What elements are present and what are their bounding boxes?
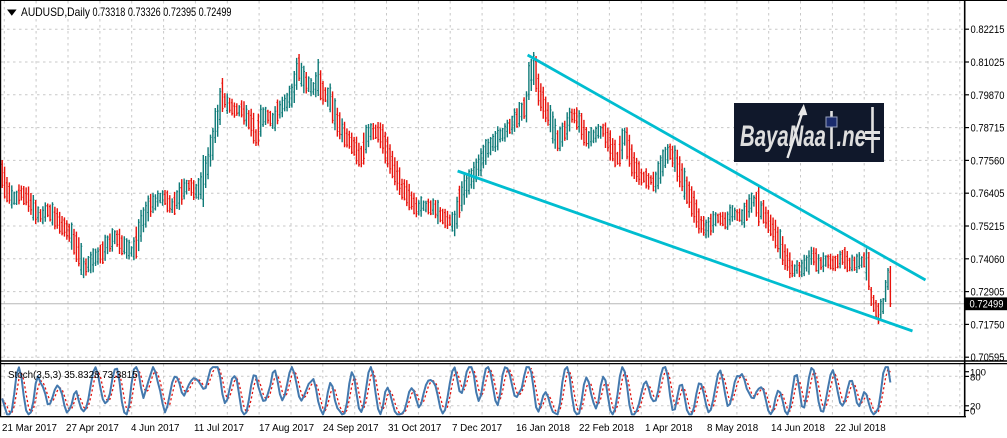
- svg-text:22 Jul 2018: 22 Jul 2018: [835, 423, 886, 434]
- svg-text:0: 0: [970, 406, 975, 417]
- svg-text:31 Oct 2017: 31 Oct 2017: [388, 423, 441, 434]
- svg-text:14 Jun 2018: 14 Jun 2018: [771, 423, 825, 434]
- svg-text:1 Apr 2018: 1 Apr 2018: [645, 423, 693, 434]
- svg-text:80: 80: [970, 373, 981, 384]
- svg-text:0.75215: 0.75215: [971, 221, 1005, 233]
- svg-text:0.71750: 0.71750: [971, 319, 1005, 331]
- svg-text:0.78715: 0.78715: [971, 123, 1005, 135]
- svg-text:22 Feb 2018: 22 Feb 2018: [579, 423, 635, 434]
- svg-text:0.70595: 0.70595: [971, 352, 1005, 364]
- svg-text:24 Sep 2017: 24 Sep 2017: [323, 423, 379, 434]
- svg-text:0.73318 0.73326 0.72395 0.7249: 0.73318 0.73326 0.72395 0.72499: [93, 6, 232, 19]
- svg-text:100: 100: [970, 368, 986, 379]
- svg-text:.ne: .ne: [837, 120, 867, 153]
- svg-text:0.72905: 0.72905: [971, 287, 1005, 299]
- svg-text:7 Dec 2017: 7 Dec 2017: [452, 423, 502, 434]
- svg-text:0.79870: 0.79870: [971, 90, 1005, 102]
- svg-text:27 Apr 2017: 27 Apr 2017: [66, 423, 119, 434]
- svg-text:16 Jan 2018: 16 Jan 2018: [516, 423, 570, 434]
- svg-text:4 Jun 2017: 4 Jun 2017: [131, 423, 179, 434]
- svg-text:Stoch(3,5,3) 35.8328 73.3815: Stoch(3,5,3) 35.8328 73.3815: [8, 370, 138, 381]
- svg-text:21 Mar 2017: 21 Mar 2017: [2, 423, 57, 434]
- svg-text:0.81025: 0.81025: [971, 57, 1005, 69]
- svg-text:BayaNaa: BayaNaa: [740, 120, 826, 153]
- svg-text:0.74060: 0.74060: [971, 254, 1005, 266]
- svg-text:0.72499: 0.72499: [970, 299, 1004, 311]
- svg-text:17 Aug 2017: 17 Aug 2017: [259, 423, 314, 434]
- svg-text:0.77560: 0.77560: [971, 155, 1005, 167]
- svg-text:0.82215: 0.82215: [971, 24, 1005, 36]
- svg-text:20: 20: [970, 402, 981, 413]
- svg-text:0.76405: 0.76405: [971, 188, 1005, 200]
- svg-text:AUDUSD,Daily: AUDUSD,Daily: [21, 6, 90, 19]
- svg-text:8 May 2018: 8 May 2018: [707, 423, 759, 434]
- svg-text:11 Jul 2017: 11 Jul 2017: [194, 423, 244, 434]
